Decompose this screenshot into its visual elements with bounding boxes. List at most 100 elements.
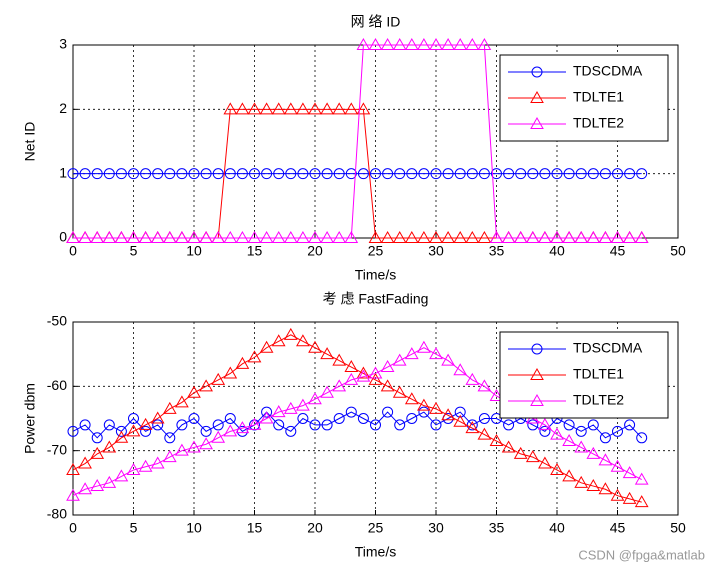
marker bbox=[162, 450, 177, 463]
y-tick-label: -50 bbox=[47, 313, 67, 329]
marker bbox=[406, 413, 418, 424]
marker bbox=[636, 432, 648, 444]
marker bbox=[442, 168, 454, 180]
marker bbox=[574, 230, 589, 243]
marker bbox=[285, 168, 297, 180]
marker bbox=[622, 466, 637, 479]
marker bbox=[115, 425, 127, 437]
marker bbox=[259, 230, 274, 243]
marker bbox=[78, 482, 92, 495]
marker bbox=[586, 479, 601, 492]
x-tick-label: 35 bbox=[489, 243, 505, 259]
marker bbox=[126, 230, 141, 243]
marker bbox=[562, 230, 576, 243]
marker bbox=[636, 168, 648, 180]
chart-title: 考 虑 FastFading bbox=[323, 291, 429, 307]
marker bbox=[344, 372, 359, 385]
marker bbox=[308, 340, 322, 353]
marker bbox=[525, 450, 540, 463]
marker bbox=[176, 419, 188, 431]
legend-label: TDSCDMA bbox=[573, 340, 643, 356]
marker bbox=[102, 230, 117, 243]
marker bbox=[175, 395, 189, 408]
marker bbox=[610, 488, 625, 501]
marker bbox=[563, 168, 575, 180]
marker bbox=[175, 230, 189, 243]
marker bbox=[150, 230, 165, 243]
x-axis-label: Time/s bbox=[355, 267, 396, 283]
marker bbox=[320, 385, 334, 398]
marker bbox=[271, 405, 286, 418]
marker bbox=[357, 168, 369, 180]
legend-label: TDSCDMA bbox=[573, 63, 643, 79]
series-line bbox=[72, 347, 642, 497]
x-tick-label: 30 bbox=[428, 520, 444, 536]
x-tick-label: 5 bbox=[130, 243, 138, 259]
marker bbox=[261, 406, 273, 418]
marker bbox=[503, 168, 515, 180]
marker bbox=[368, 372, 383, 385]
marker bbox=[308, 392, 322, 405]
marker bbox=[453, 230, 468, 243]
marker bbox=[78, 230, 92, 243]
marker bbox=[478, 413, 490, 424]
marker bbox=[624, 168, 636, 180]
marker bbox=[259, 411, 274, 424]
marker bbox=[187, 440, 201, 453]
marker bbox=[527, 168, 539, 180]
marker bbox=[212, 168, 224, 180]
marker bbox=[150, 456, 165, 469]
marker bbox=[634, 472, 649, 485]
marker bbox=[598, 482, 613, 495]
marker bbox=[368, 366, 383, 379]
marker bbox=[126, 424, 141, 437]
marker bbox=[356, 37, 371, 50]
series-line bbox=[72, 334, 642, 503]
marker bbox=[465, 230, 480, 243]
marker bbox=[610, 230, 625, 243]
marker bbox=[527, 419, 539, 431]
x-tick-label: 20 bbox=[307, 243, 323, 259]
x-axis-label: Time/s bbox=[355, 544, 396, 560]
marker bbox=[152, 168, 164, 180]
marker bbox=[91, 168, 103, 180]
legend-label: TDLTE2 bbox=[573, 392, 624, 408]
marker bbox=[634, 230, 649, 243]
marker bbox=[126, 462, 141, 475]
x-tick-label: 5 bbox=[130, 520, 138, 536]
marker bbox=[477, 37, 492, 50]
marker bbox=[296, 230, 310, 243]
marker bbox=[103, 419, 115, 431]
marker bbox=[344, 360, 359, 373]
marker bbox=[466, 168, 478, 180]
marker bbox=[67, 425, 79, 437]
marker bbox=[283, 327, 298, 340]
marker bbox=[453, 363, 468, 376]
marker bbox=[176, 168, 188, 180]
marker bbox=[525, 230, 540, 243]
marker bbox=[513, 446, 528, 459]
marker bbox=[538, 417, 552, 430]
marker bbox=[211, 372, 226, 385]
marker bbox=[90, 230, 105, 243]
marker bbox=[477, 230, 492, 243]
marker bbox=[586, 446, 601, 459]
marker bbox=[634, 495, 649, 508]
marker bbox=[333, 413, 345, 424]
marker bbox=[380, 37, 395, 50]
marker bbox=[90, 446, 105, 459]
marker bbox=[273, 168, 285, 180]
marker bbox=[66, 488, 80, 501]
marker bbox=[599, 168, 611, 180]
marker bbox=[271, 230, 286, 243]
marker bbox=[453, 414, 468, 427]
marker bbox=[320, 347, 334, 360]
marker bbox=[418, 168, 430, 180]
marker bbox=[259, 340, 274, 353]
marker bbox=[587, 168, 599, 180]
legend-marker bbox=[530, 116, 544, 129]
marker bbox=[453, 37, 468, 50]
marker bbox=[271, 334, 286, 347]
marker bbox=[465, 37, 480, 50]
legend-label: TDLTE2 bbox=[573, 115, 624, 131]
